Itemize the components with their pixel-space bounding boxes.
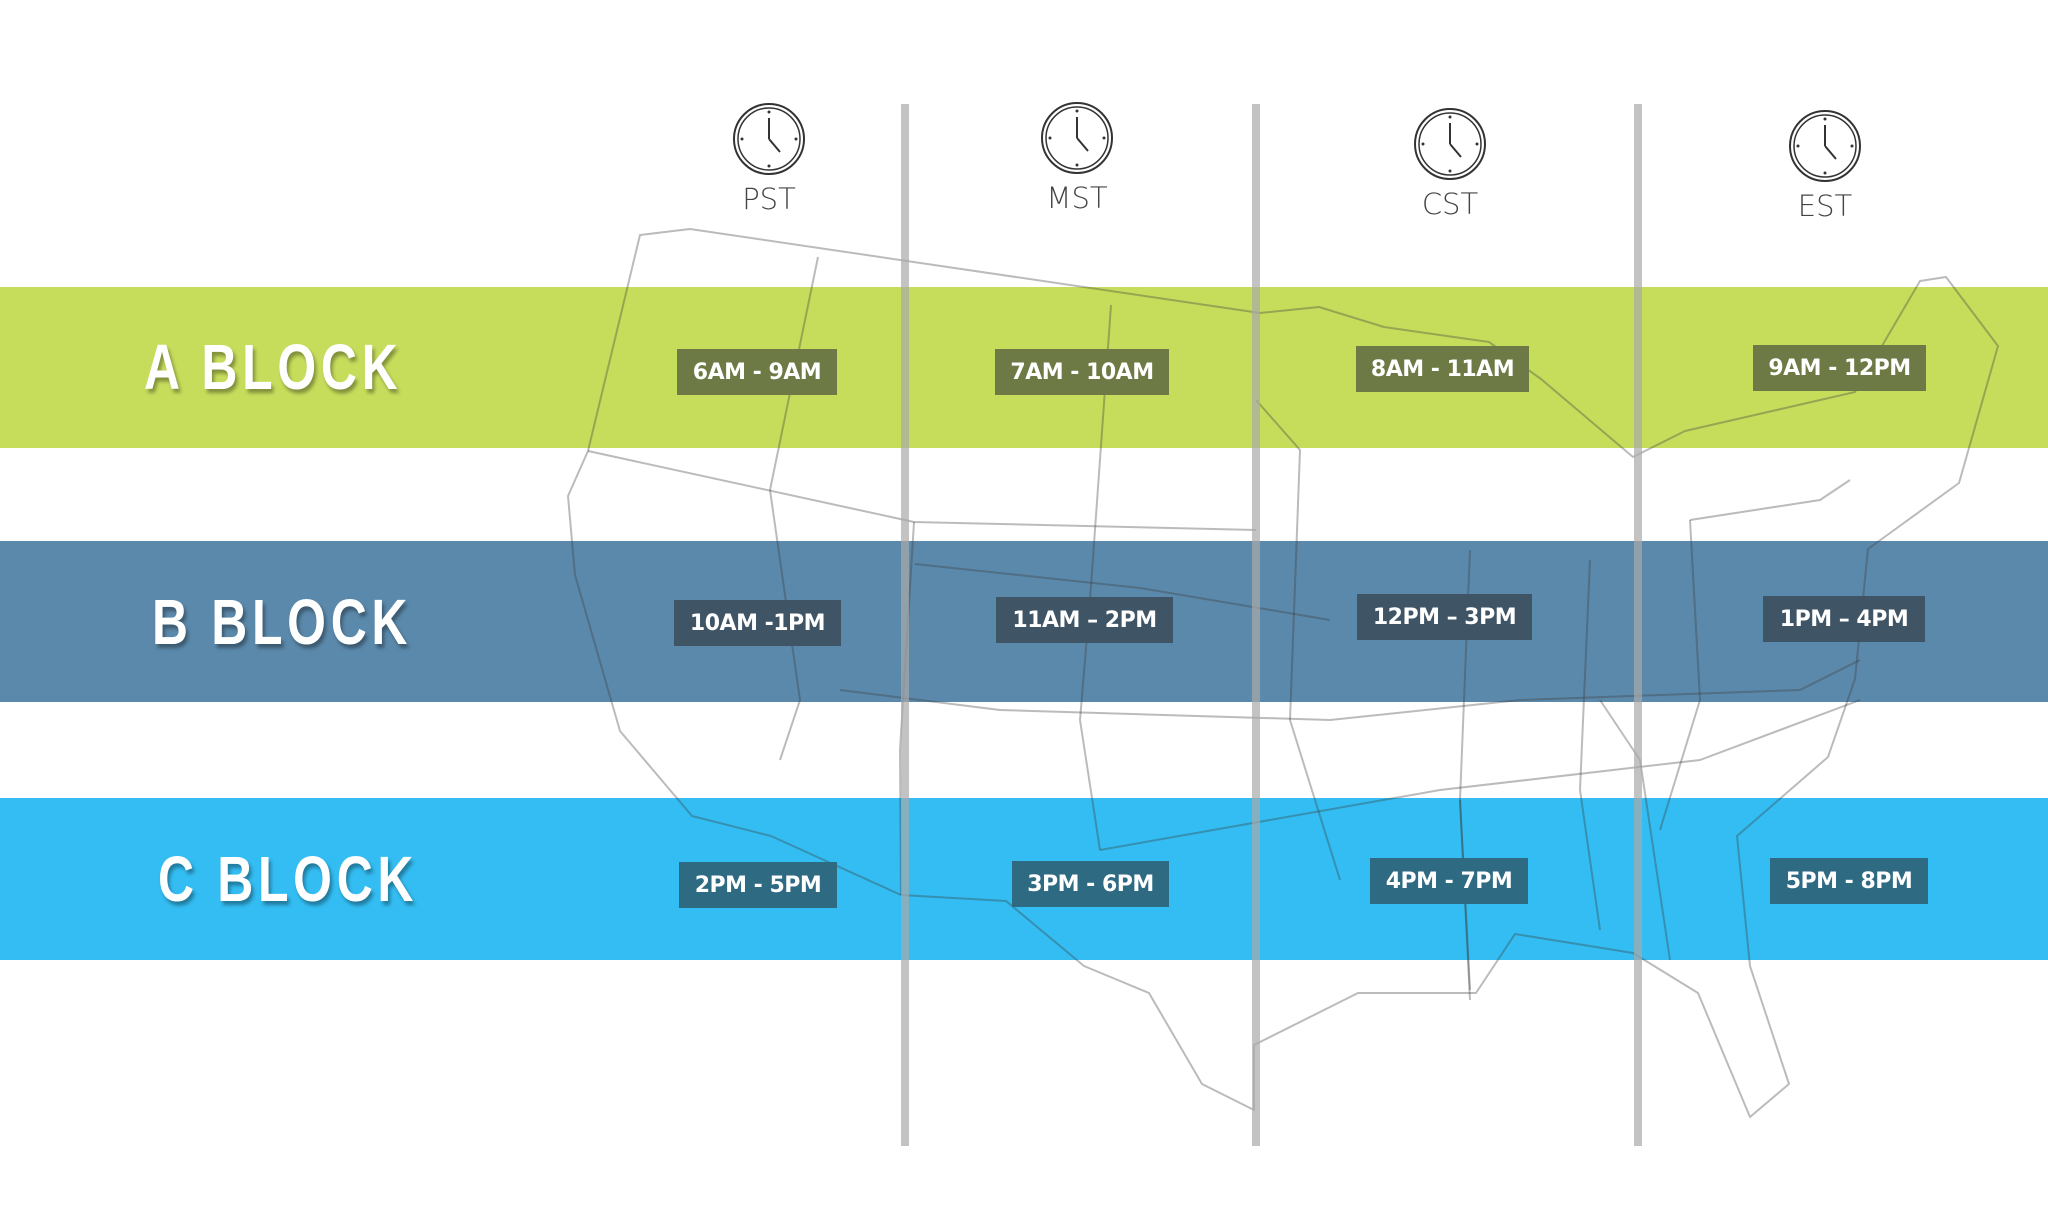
timezone-header-mst: MST	[997, 101, 1157, 215]
a-block-label: A BLOCK	[144, 331, 403, 403]
state-borders	[1099, 699, 1861, 851]
state-borders	[1255, 399, 1341, 881]
timezone-label: MST	[1046, 181, 1108, 215]
timezone-header-cst: CST	[1370, 107, 1530, 221]
time-slot-a-cst: 8AM - 11AM	[1356, 346, 1529, 392]
time-slot-a-pst: 6AM - 9AM	[677, 349, 837, 395]
time-slot-c-mst: 3PM - 6PM	[1012, 861, 1169, 907]
timezone-label: CST	[1421, 187, 1479, 221]
clock-icon	[1041, 102, 1113, 174]
timezone-label: EST	[1797, 189, 1853, 223]
clock-icon	[1414, 108, 1486, 180]
state-borders	[914, 563, 1331, 621]
clock-icon	[1789, 110, 1861, 182]
time-slot-b-est: 1PM – 4PM	[1763, 596, 1925, 642]
b-block-label: B BLOCK	[152, 586, 413, 658]
state-borders	[899, 521, 915, 896]
time-slot-c-cst: 4PM - 7PM	[1370, 858, 1528, 904]
state-borders	[769, 256, 819, 761]
time-slot-c-est: 5PM - 8PM	[1770, 858, 1928, 904]
c-block-label: C BLOCK	[158, 843, 419, 915]
time-slot-b-cst: 12PM – 3PM	[1357, 594, 1532, 640]
timezone-header-est: EST	[1745, 109, 1905, 223]
state-borders	[1579, 559, 1601, 931]
timezone-divider	[1252, 104, 1260, 1146]
clock-icon	[733, 103, 805, 175]
timezone-label: PST	[742, 182, 796, 216]
timezone-divider	[901, 104, 909, 1146]
time-slot-c-pst: 2PM - 5PM	[679, 862, 837, 908]
state-borders	[1689, 479, 1851, 521]
time-slot-a-mst: 7AM - 10AM	[995, 349, 1169, 395]
state-borders	[1659, 519, 1701, 831]
state-borders	[587, 450, 1257, 531]
time-slot-b-mst: 11AM – 2PM	[996, 597, 1173, 643]
state-borders	[839, 659, 1861, 721]
time-slot-b-pst: 10AM -1PM	[674, 600, 841, 646]
state-borders	[1079, 304, 1112, 851]
time-slot-a-est: 9AM - 12PM	[1753, 345, 1926, 391]
timezone-divider	[1634, 104, 1642, 1146]
timezone-header-pst: PST	[689, 102, 849, 216]
